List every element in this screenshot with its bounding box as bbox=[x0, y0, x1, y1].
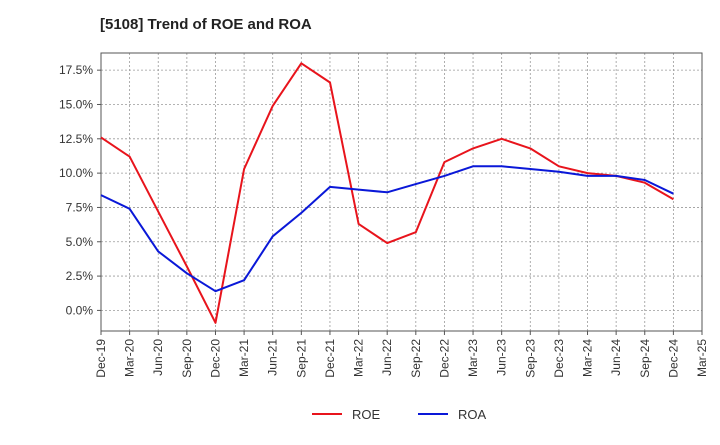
x-tick-label: Jun-22 bbox=[380, 339, 394, 376]
x-tick-label: Sep-24 bbox=[638, 339, 652, 378]
x-tick-label: Sep-20 bbox=[180, 339, 194, 378]
x-tick-label: Jun-24 bbox=[609, 339, 623, 376]
x-tick-label: Jun-21 bbox=[266, 339, 280, 376]
x-tick-label: Mar-21 bbox=[237, 339, 251, 377]
y-tick-label: 12.5% bbox=[59, 132, 93, 146]
chart-title: [5108] Trend of ROE and ROA bbox=[100, 16, 312, 33]
x-tick-label: Mar-25 bbox=[695, 339, 709, 377]
x-tick-label: Dec-24 bbox=[666, 339, 680, 378]
x-tick-label: Jun-20 bbox=[151, 339, 165, 376]
y-tick-label: 7.5% bbox=[66, 200, 94, 214]
y-tick-label: 17.5% bbox=[59, 63, 93, 77]
plot-area bbox=[100, 52, 703, 332]
series-line-roe bbox=[100, 62, 674, 324]
x-tick-label: Sep-21 bbox=[294, 339, 308, 378]
x-axis: Dec-19 Mar-20 Jun-20 Sep-20 Dec-20 Mar-21 Jun-… bbox=[94, 331, 709, 378]
x-tick-label: Jun-23 bbox=[495, 339, 509, 376]
y-tick-label: 5.0% bbox=[66, 235, 94, 249]
legend-label-roa: ROA bbox=[458, 407, 487, 422]
legend: ROE ROA bbox=[312, 407, 487, 422]
series-line-roa bbox=[100, 165, 674, 293]
x-tick-label: Mar-23 bbox=[466, 339, 480, 377]
y-tick-label: 10.0% bbox=[59, 166, 93, 180]
grid bbox=[100, 53, 703, 331]
x-tick-label: Dec-21 bbox=[323, 339, 337, 378]
y-tick-label: 2.5% bbox=[66, 269, 94, 283]
y-axis: 0.0% 2.5% 5.0% 7.5% 10.0% 12.5% 15.0% 17.5% bbox=[59, 63, 101, 317]
x-tick-label: Dec-19 bbox=[94, 339, 108, 378]
x-tick-label: Dec-22 bbox=[437, 339, 451, 378]
series bbox=[100, 62, 674, 324]
x-tick-label: Dec-23 bbox=[552, 339, 566, 378]
x-tick-label: Sep-22 bbox=[409, 339, 423, 378]
legend-label-roe: ROE bbox=[352, 407, 381, 422]
y-tick-label: 0.0% bbox=[66, 303, 94, 317]
x-tick-label: Dec-20 bbox=[208, 339, 222, 378]
x-tick-label: Mar-22 bbox=[352, 339, 366, 377]
x-tick-label: Mar-20 bbox=[123, 339, 137, 377]
x-tick-label: Sep-23 bbox=[523, 339, 537, 378]
x-tick-label: Mar-24 bbox=[581, 339, 595, 377]
y-tick-label: 15.0% bbox=[59, 97, 93, 111]
